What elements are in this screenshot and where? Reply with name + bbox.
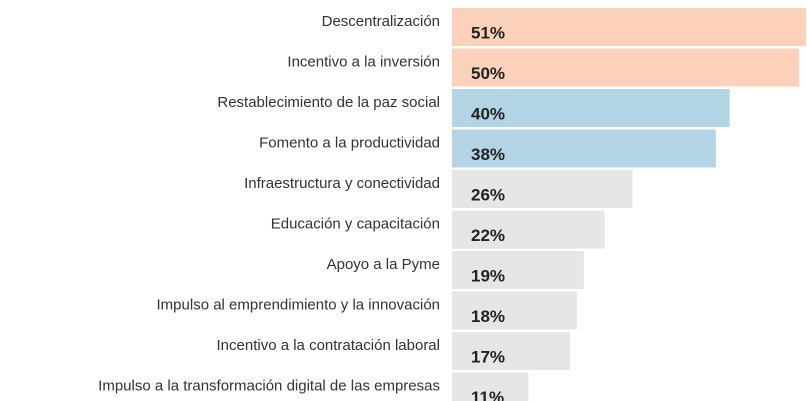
bar bbox=[452, 210, 605, 249]
value-label: 26% bbox=[471, 185, 505, 204]
value-label: 18% bbox=[471, 307, 505, 326]
bar bbox=[452, 251, 584, 289]
bar bbox=[452, 332, 570, 370]
category-label: Apoyo a la Pyme bbox=[327, 256, 440, 273]
value-label: 19% bbox=[471, 266, 505, 285]
bar bbox=[452, 89, 730, 127]
value-label: 22% bbox=[471, 226, 505, 245]
category-label: Incentivo a la inversión bbox=[287, 53, 440, 70]
category-label: Impulso al emprendimiento y la innovació… bbox=[157, 296, 440, 313]
value-label: 17% bbox=[471, 347, 505, 366]
category-label: Infraestructura y conectividad bbox=[244, 175, 440, 192]
value-label: 11% bbox=[471, 388, 504, 401]
value-label: 40% bbox=[471, 104, 505, 123]
bar bbox=[452, 48, 800, 87]
bar bbox=[452, 129, 716, 168]
category-label: Restablecimiento de la paz social bbox=[217, 94, 440, 111]
category-label: Incentivo a la contratación laboral bbox=[217, 337, 440, 354]
bar bbox=[452, 372, 529, 401]
value-label: 38% bbox=[471, 145, 505, 164]
bar bbox=[452, 170, 633, 208]
category-label: Educación y capacitación bbox=[271, 215, 440, 232]
bar bbox=[452, 8, 806, 46]
value-label: 51% bbox=[471, 23, 505, 42]
category-label: Fomento a la productividad bbox=[259, 134, 440, 151]
bar bbox=[452, 291, 577, 330]
category-label: Descentralización bbox=[322, 13, 440, 30]
value-label: 50% bbox=[471, 64, 505, 83]
category-label: Impulso a la transformación digital de l… bbox=[98, 377, 440, 394]
